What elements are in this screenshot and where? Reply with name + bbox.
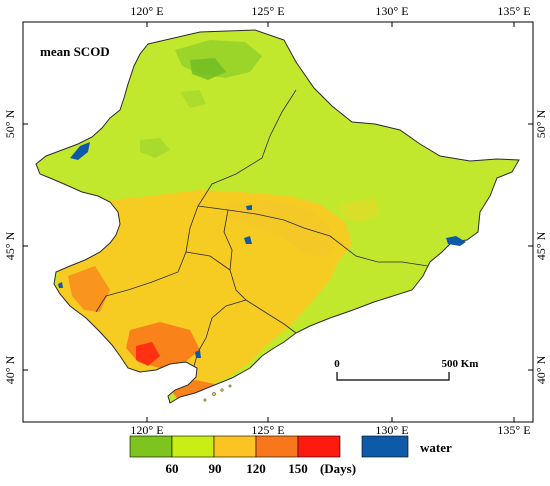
legend-water-label: water xyxy=(420,440,452,455)
legend-swatch-3 xyxy=(213,435,257,458)
legend-water-swatch xyxy=(361,435,409,458)
legend-break-90: 90 xyxy=(209,461,222,476)
hulun-lake xyxy=(70,142,90,160)
reservoir-west xyxy=(58,282,63,288)
legend-unit: (Days) xyxy=(320,461,356,476)
zone-under-60-days xyxy=(190,58,226,80)
lon-label-top-135: 135° E xyxy=(497,4,530,18)
lat-label-right-50: 50° N xyxy=(534,109,548,138)
reservoir-south xyxy=(195,350,201,358)
lat-label-left-45: 45° N xyxy=(3,231,17,260)
reservoir-north xyxy=(246,205,252,210)
scale-bar-start-label: 0 xyxy=(334,358,340,370)
legend: 60 90 120 150 (Days) water xyxy=(129,435,452,476)
legend-color-ramp xyxy=(129,435,341,458)
lon-label-bottom-125: 125° E xyxy=(251,423,284,437)
lon-label-bottom-135: 135° E xyxy=(497,423,530,437)
reservoir-central xyxy=(244,236,252,244)
legend-swatch-1 xyxy=(129,435,173,458)
lon-label-top-125: 125° E xyxy=(251,4,284,18)
khanka-lake xyxy=(446,236,466,246)
zone-transition-east xyxy=(340,198,380,222)
scale-bar: 0 500 Km xyxy=(334,358,479,381)
legend-swatch-4 xyxy=(255,435,299,458)
zone-60-90-days-patch xyxy=(180,90,206,108)
tick-marks xyxy=(23,22,533,422)
lon-label-top-130: 130° E xyxy=(375,4,408,18)
admin-boundaries xyxy=(35,29,520,404)
lon-label-top-120: 120° E xyxy=(130,4,163,18)
legend-swatch-2 xyxy=(171,435,215,458)
lat-label-right-40: 40° N xyxy=(534,355,548,384)
scale-bar-end-label: 500 Km xyxy=(442,358,479,370)
lon-label-bottom-130: 130° E xyxy=(375,423,408,437)
lat-label-right-45: 45° N xyxy=(534,231,548,260)
legend-break-150: 150 xyxy=(288,461,308,476)
islands xyxy=(203,384,232,402)
map-title: mean SCOD xyxy=(40,44,110,59)
legend-swatch-5 xyxy=(297,435,341,458)
lon-label-bottom-120: 120° E xyxy=(130,423,163,437)
lat-label-left-50: 50° N xyxy=(3,109,17,138)
lat-label-left-40: 40° N xyxy=(3,355,17,384)
legend-break-120: 120 xyxy=(246,461,266,476)
zone-120-150-days-central xyxy=(225,200,335,258)
water-bodies xyxy=(58,142,466,358)
legend-break-60: 60 xyxy=(166,461,179,476)
zone-60-90-days-west xyxy=(140,138,170,158)
zone-150-180-days-west xyxy=(68,266,110,312)
zone-over-180-days xyxy=(136,342,160,366)
